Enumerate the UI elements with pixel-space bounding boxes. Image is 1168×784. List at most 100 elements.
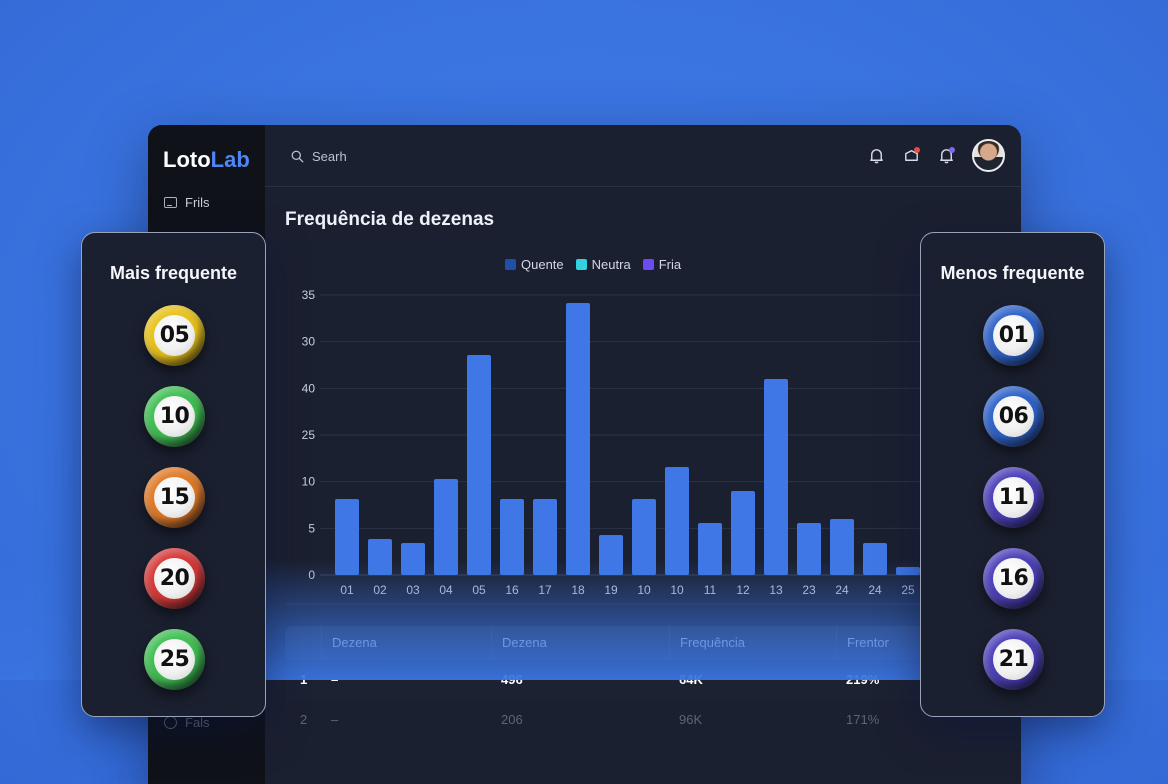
legend-item-neutra: Neutra <box>575 257 631 272</box>
legend-item-fria: Fria <box>642 257 682 272</box>
lottery-ball-01[interactable]: 01 <box>983 305 1044 366</box>
legend-label: Fria <box>658 257 682 272</box>
notification-dot <box>949 147 955 153</box>
table-cell: – <box>331 672 339 687</box>
bar-10[interactable] <box>665 467 689 575</box>
table-row[interactable]: 2 – 206 96K 171% <box>285 700 985 740</box>
sidebar-item-frils[interactable]: Frils <box>164 195 210 210</box>
table-cell: 64K <box>679 672 703 687</box>
app-logo[interactable]: LotoLab <box>163 147 250 173</box>
bar-13[interactable] <box>764 379 788 575</box>
lottery-ball-21[interactable]: 21 <box>983 629 1044 690</box>
ball-number: 21 <box>993 639 1034 680</box>
bar-17[interactable] <box>533 499 557 575</box>
bar-12[interactable] <box>731 491 755 575</box>
x-tick-label: 13 <box>769 583 783 597</box>
table-cell: 206 <box>501 712 523 727</box>
ball-number: 20 <box>154 558 195 599</box>
column-header[interactable]: Frequência <box>669 626 836 660</box>
bar-25[interactable] <box>896 567 920 575</box>
top-actions <box>867 139 1005 172</box>
bar-11[interactable] <box>698 523 722 575</box>
x-tick-label: 24 <box>835 583 849 597</box>
lottery-ball-10[interactable]: 10 <box>144 386 205 447</box>
legend-swatch <box>642 259 654 270</box>
bell-icon[interactable] <box>867 146 886 165</box>
x-tick-label: 16 <box>505 583 519 597</box>
table-cell: 2 <box>300 712 308 727</box>
x-tick-label: 11 <box>704 583 717 597</box>
bar-19[interactable] <box>599 535 623 575</box>
sidebar-item-fals[interactable]: Fals <box>164 715 210 730</box>
inbox-icon[interactable] <box>902 146 921 165</box>
sidebar-item-label: Fals <box>185 715 210 730</box>
ball-number: 25 <box>154 639 195 680</box>
frequency-table: Dezena Dezena Frequência Frentor 1 – 496… <box>285 626 985 784</box>
legend-label: Quente <box>521 257 564 272</box>
bar-03[interactable] <box>401 543 425 575</box>
table-cell: 496 <box>501 672 523 687</box>
bar-02[interactable] <box>368 539 392 575</box>
legend-label: Neutra <box>591 257 631 272</box>
lottery-ball-25[interactable]: 25 <box>144 629 205 690</box>
bar-01[interactable] <box>335 499 359 575</box>
lottery-ball-06[interactable]: 06 <box>983 386 1044 447</box>
bar-05[interactable] <box>467 355 491 575</box>
ball-number: 06 <box>993 396 1034 437</box>
x-tick-label: 01 <box>340 583 354 597</box>
logo-accent: Lab <box>210 147 250 172</box>
table-cell: – <box>331 712 339 727</box>
search-icon <box>291 150 304 163</box>
legend-item-quente: Quente <box>505 257 564 272</box>
ball-number: 15 <box>154 477 195 518</box>
bar-04[interactable] <box>434 479 458 575</box>
x-tick-label: 03 <box>406 583 420 597</box>
panel-title: Menos frequente <box>940 263 1085 283</box>
column-header <box>285 626 321 660</box>
table-cell: 171% <box>846 712 880 727</box>
y-tick-label: 30 <box>302 335 316 349</box>
x-tick-label: 19 <box>604 583 618 597</box>
avatar[interactable] <box>972 139 1005 172</box>
circle-icon <box>164 716 177 729</box>
bar-23[interactable] <box>797 523 821 575</box>
y-tick-label: 5 <box>308 521 315 535</box>
y-tick-label: 25 <box>302 428 316 442</box>
ball-number: 16 <box>993 558 1034 599</box>
table-cell: 1 <box>300 672 308 687</box>
ball-number: 01 <box>993 315 1034 356</box>
lottery-ball-15[interactable]: 15 <box>144 467 205 528</box>
bar-18[interactable] <box>566 303 590 575</box>
topbar: Searh <box>265 125 1021 187</box>
most-frequent-panel: Mais frequente 05 10 15 20 25 <box>81 232 266 717</box>
column-header[interactable]: Dezena <box>321 626 491 660</box>
lottery-ball-05[interactable]: 05 <box>144 305 205 366</box>
lottery-ball-20[interactable]: 20 <box>144 548 205 609</box>
panel-title: Mais frequente <box>109 263 238 283</box>
alert-bell-icon[interactable] <box>937 146 956 165</box>
column-header[interactable]: Dezena <box>491 626 669 660</box>
notification-dot <box>914 147 920 153</box>
bar-24[interactable] <box>863 543 887 575</box>
table-row[interactable]: 1 – 496 64K 219% <box>285 660 985 700</box>
x-tick-label: 04 <box>439 583 453 597</box>
x-tick-label: 05 <box>472 583 486 597</box>
ball-number: 10 <box>154 396 195 437</box>
x-tick-label: 24 <box>868 583 882 597</box>
y-tick-label: 35 <box>302 288 316 302</box>
x-tick-label: 10 <box>637 583 651 597</box>
search-input[interactable]: Searh <box>291 149 347 164</box>
legend-swatch <box>505 259 516 270</box>
y-tick-label: 40 <box>302 381 316 395</box>
bar-16[interactable] <box>500 499 524 575</box>
ball-number: 11 <box>993 477 1034 518</box>
lottery-ball-16[interactable]: 16 <box>983 548 1044 609</box>
x-tick-label: 25 <box>901 583 915 597</box>
ball-number: 05 <box>154 315 195 356</box>
table-header: Dezena Dezena Frequência Frentor <box>285 626 985 660</box>
bar-10[interactable] <box>632 499 656 575</box>
x-tick-label: 10 <box>670 583 684 597</box>
bar-24[interactable] <box>830 519 854 575</box>
lottery-ball-11[interactable]: 11 <box>983 467 1044 528</box>
folder-icon <box>164 197 177 208</box>
